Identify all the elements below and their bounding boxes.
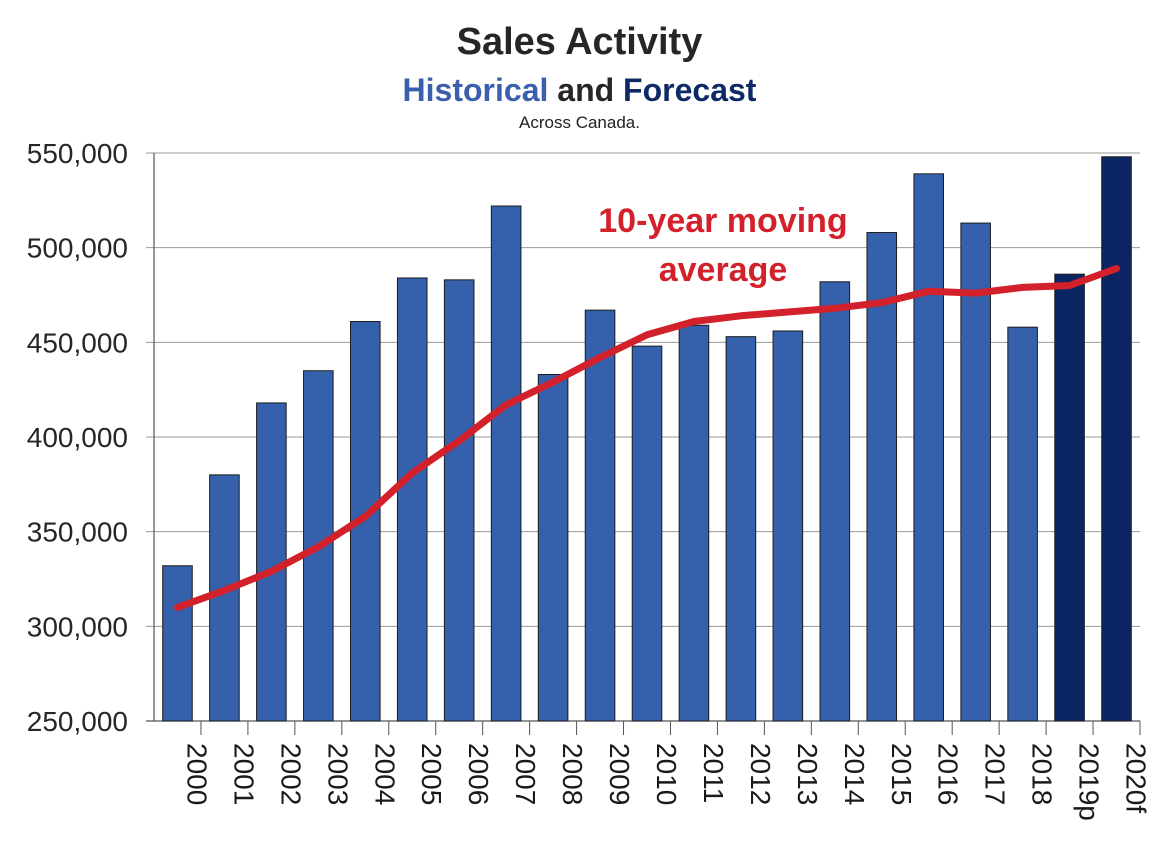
x-tick-label: 2018 <box>1027 743 1058 805</box>
x-tick-label: 2019p <box>1074 743 1105 821</box>
x-tick-label: 2020f <box>1121 743 1152 813</box>
y-tick-label: 400,000 <box>27 422 128 453</box>
annotation-line-2: average <box>659 251 788 289</box>
x-tick-label: 2010 <box>651 743 682 805</box>
x-tick-label: 2011 <box>698 743 729 803</box>
bar-2013 <box>772 330 804 722</box>
bars <box>162 156 1132 722</box>
y-tick-label: 250,000 <box>27 706 128 737</box>
x-tick-label: 2006 <box>463 743 494 805</box>
x-tick-label: 2008 <box>557 743 588 805</box>
bar-2018 <box>1007 326 1038 722</box>
x-tick-label: 2016 <box>933 743 964 805</box>
chart-subtitle: Historical and Forecast <box>0 70 1159 110</box>
y-tick-label: 350,000 <box>27 517 128 548</box>
y-tick-label: 300,000 <box>27 611 128 642</box>
x-tick-label: 2009 <box>604 743 635 805</box>
x-tick-label: 2000 <box>181 743 212 805</box>
bar-2012 <box>725 336 757 722</box>
x-tick-label: 2002 <box>275 743 306 805</box>
x-tick-label: 2012 <box>745 743 776 805</box>
annotation-line-1: 10-year moving <box>598 202 847 240</box>
moving-average-line <box>174 265 1120 611</box>
bar-2002 <box>256 402 287 722</box>
bar-2019p <box>1054 273 1085 722</box>
y-tick-label: 550,000 <box>27 138 128 169</box>
chart-title: Sales Activity <box>456 21 703 63</box>
x-tick-label: 2005 <box>416 743 447 805</box>
bar-2008 <box>537 374 569 722</box>
chart-title-block: Sales Activity Historical and Forecast A… <box>0 18 1159 134</box>
subtitle-and: and <box>557 72 615 108</box>
bar-2011 <box>678 324 710 722</box>
bar-2007 <box>490 205 522 722</box>
x-axis: 2000 2001 2002 2003 2004 2005 2006 2007 2008 2009… <box>181 721 1152 821</box>
bar-2000 <box>162 565 193 722</box>
y-tick-label: 500,000 <box>27 233 128 264</box>
moving-average <box>174 265 1120 611</box>
bar-2006 <box>443 279 475 722</box>
bar-2010 <box>631 345 663 722</box>
y-axis: 250,000 300,000 350,000 400,000 450,000 500,0… <box>27 138 155 737</box>
x-tick-label: 2004 <box>369 743 400 805</box>
y-tick-label: 450,000 <box>27 327 128 358</box>
x-tick-label: 2001 <box>228 743 259 805</box>
x-tick-label: 2015 <box>886 743 917 805</box>
bar-2009 <box>584 309 616 722</box>
subtitle-forecast: Forecast <box>623 72 757 108</box>
x-tick-label: 2017 <box>980 743 1011 805</box>
bar-2015 <box>866 232 898 722</box>
x-tick-label: 2013 <box>792 743 823 805</box>
bar-2016 <box>913 173 945 722</box>
bar-2001 <box>209 474 240 722</box>
bar-2017 <box>960 222 991 722</box>
bar-2020f <box>1101 156 1132 722</box>
x-tick-label: 2014 <box>839 743 870 805</box>
x-tick-label: 2003 <box>322 743 353 805</box>
chart-note: Across Canada. <box>519 113 640 132</box>
bar-2014 <box>819 281 851 722</box>
bar-2005 <box>396 277 428 722</box>
subtitle-historical: Historical <box>402 72 549 108</box>
x-tick-label: 2007 <box>510 743 541 805</box>
